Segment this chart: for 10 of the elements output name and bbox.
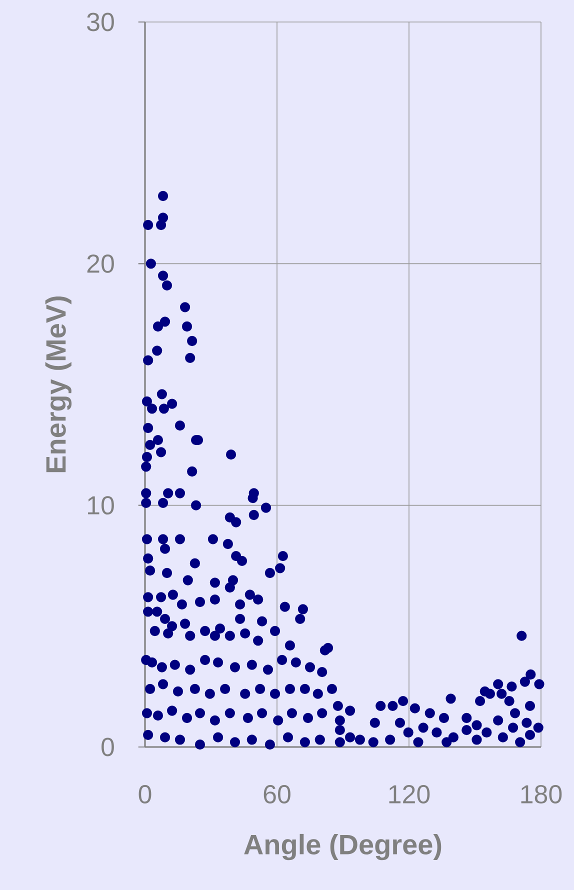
x-tick-label: 60 xyxy=(264,785,290,804)
y-tick-label: 0 xyxy=(102,738,114,756)
y-axis-title: Energy (MeV) xyxy=(45,296,72,472)
y-tick-label: 20 xyxy=(87,254,114,273)
x-tick-label: 120 xyxy=(389,785,430,804)
x-axis-title: Angle (Degree) xyxy=(244,834,442,860)
x-tick-label: 0 xyxy=(138,785,152,804)
y-tick-label: 10 xyxy=(88,496,114,515)
x-tick-label: 180 xyxy=(521,785,562,804)
y-tick-label: 30 xyxy=(87,12,114,32)
